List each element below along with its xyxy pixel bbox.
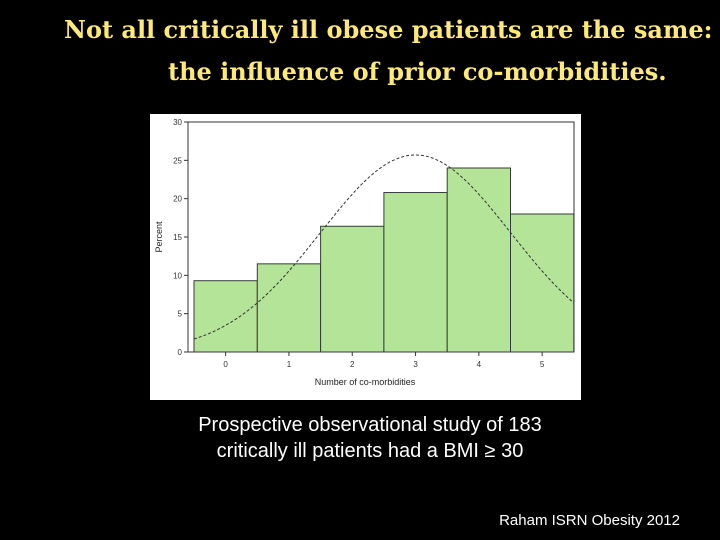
x-tick-label: 4 — [477, 360, 482, 369]
y-axis-label: Percent — [154, 221, 164, 253]
caption-line-1: Prospective observational study of 183 — [198, 414, 542, 436]
citation: Raham ISRN Obesity 2012 — [499, 512, 680, 529]
y-tick-label: 25 — [173, 156, 182, 165]
y-axis: 0 5 10 15 20 25 30 — [173, 118, 188, 357]
y-tick-label: 0 — [178, 348, 183, 357]
histogram-bar — [383, 192, 448, 353]
x-tick-label: 1 — [287, 360, 292, 369]
title-line-1: Not all critically ill obese patients ar… — [64, 15, 713, 44]
histogram-chart: 0 5 10 15 20 25 30 0 1 2 3 4 5 Percent Number of co… — [150, 114, 581, 400]
y-tick-label: 20 — [173, 195, 182, 204]
normal-curve-line — [193, 154, 575, 340]
x-axis-label: Number of co-morbidities — [315, 377, 416, 387]
histogram-bar — [256, 263, 322, 353]
caption-line-2: critically ill patients had a BMI ≥ 30 — [216, 440, 524, 462]
histogram-bar — [320, 225, 385, 353]
x-tick-label: 3 — [413, 360, 418, 369]
x-tick-label: 5 — [540, 360, 545, 369]
bars-group — [193, 167, 575, 353]
histogram-bar — [446, 167, 512, 353]
study-caption: Prospective observational study of 183 c… — [120, 412, 620, 464]
y-tick-label: 15 — [173, 233, 182, 242]
x-axis: 0 1 2 3 4 5 — [223, 352, 545, 369]
x-tick-label: 0 — [223, 360, 228, 369]
title-line-2: the influence of prior co-morbidities. — [168, 57, 667, 86]
histogram-svg: 0 5 10 15 20 25 30 0 1 2 3 4 5 Percent Number of co… — [150, 114, 581, 400]
y-tick-label: 10 — [173, 271, 182, 280]
y-tick-label: 30 — [173, 118, 182, 127]
x-tick-label: 2 — [350, 360, 355, 369]
y-tick-label: 5 — [178, 310, 183, 319]
histogram-bar — [510, 213, 575, 353]
histogram-bar — [193, 280, 258, 353]
